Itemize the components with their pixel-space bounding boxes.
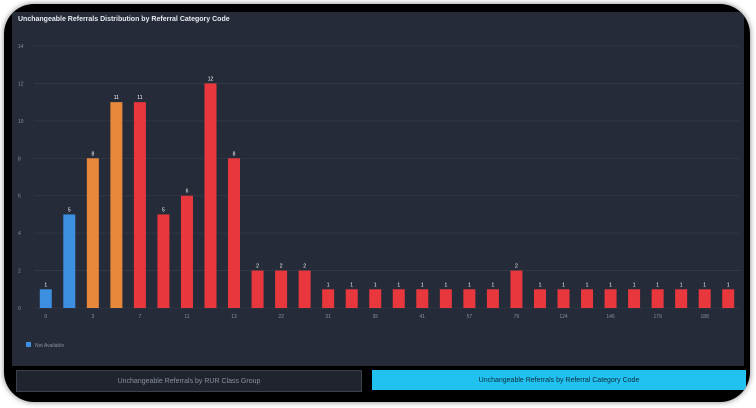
tab-bar: Unchangeable Referrals by RUR Class Grou… (4, 370, 750, 392)
bar (392, 289, 405, 308)
bar (180, 195, 193, 308)
data-label: 1 (468, 282, 471, 288)
data-label: 6 (186, 189, 189, 195)
data-label: 2 (256, 264, 259, 270)
data-label: 1 (374, 282, 377, 288)
x-tick-label: 57 (467, 314, 473, 320)
data-label: 1 (609, 282, 612, 288)
bar (39, 289, 52, 308)
x-tick-label: 188 (701, 314, 710, 320)
data-label: 8 (233, 151, 236, 157)
bar (439, 289, 452, 308)
y-tick-label: 8 (18, 156, 21, 162)
y-tick-label: 6 (18, 194, 21, 200)
data-label: 1 (421, 282, 424, 288)
data-label: 1 (680, 282, 683, 288)
x-tick-label: 124 (559, 314, 568, 320)
bar (298, 270, 311, 308)
data-label: 8 (91, 151, 94, 157)
data-label: 1 (586, 282, 589, 288)
x-tick-label: 31 (325, 314, 331, 320)
x-tick-label: 13 (231, 314, 237, 320)
bar (369, 289, 382, 308)
bar (675, 289, 688, 308)
bar (510, 270, 523, 308)
data-label: 5 (68, 207, 71, 213)
tab-rur-class-group[interactable]: Unchangeable Referrals by RUR Class Grou… (16, 370, 362, 392)
chart-panel: Unchangeable Referrals Distribution by R… (12, 12, 744, 366)
bar (628, 289, 641, 308)
x-tick-label: 7 (139, 314, 142, 320)
data-label: 1 (703, 282, 706, 288)
bar (110, 102, 123, 309)
data-label: 1 (350, 282, 353, 288)
bar (345, 289, 358, 308)
x-tick-label: 11 (184, 314, 189, 320)
data-label: 1 (492, 282, 495, 288)
bar (581, 289, 594, 308)
chart-title: Unchangeable Referrals Distribution by R… (18, 16, 230, 23)
data-label: 12 (208, 76, 214, 82)
data-label: 1 (656, 282, 659, 288)
legend-swatch (26, 342, 31, 347)
data-label: 1 (44, 282, 47, 288)
y-tick-label: 14 (18, 44, 24, 50)
y-tick-label: 4 (18, 231, 21, 237)
data-label: 1 (562, 282, 565, 288)
data-label: 1 (539, 282, 542, 288)
bar (557, 289, 570, 308)
data-label: 2 (280, 264, 283, 270)
x-tick-label: 3 (91, 314, 94, 320)
bar (486, 289, 499, 308)
data-label: 1 (327, 282, 330, 288)
bar (86, 158, 99, 308)
data-label: 2 (303, 264, 306, 270)
x-tick-label: 35 (372, 314, 378, 320)
y-tick-label: 2 (18, 269, 21, 275)
x-tick-label: 179 (653, 314, 662, 320)
data-label: 1 (444, 282, 447, 288)
bar (651, 289, 664, 308)
bar (463, 289, 476, 308)
bar (157, 214, 170, 308)
legend-label: Not Available (35, 343, 64, 349)
data-label: 11 (137, 95, 142, 101)
x-tick-label: 79 (514, 314, 520, 320)
y-tick-label: 0 (18, 306, 21, 312)
bar (533, 289, 546, 308)
x-tick-label: 146 (606, 314, 615, 320)
data-label: 2 (515, 264, 518, 270)
data-label: 5 (162, 207, 165, 213)
bar (63, 214, 76, 308)
bar (322, 289, 335, 308)
data-label: 1 (633, 282, 636, 288)
bar (722, 289, 735, 308)
x-tick-label: 0 (44, 314, 47, 320)
bar (604, 289, 617, 308)
data-label: 1 (727, 282, 730, 288)
bar (133, 102, 146, 309)
window-frame: Unchangeable Referrals Distribution by R… (4, 4, 750, 402)
bar (698, 289, 711, 308)
data-label: 1 (397, 282, 400, 288)
bar (204, 83, 217, 308)
y-tick-label: 12 (18, 81, 24, 87)
x-tick-label: 22 (278, 314, 284, 320)
tab-referral-category-code[interactable]: Unchangeable Referrals by Referral Categ… (372, 370, 746, 390)
bar (251, 270, 264, 308)
bar (416, 289, 429, 308)
bar (275, 270, 288, 308)
data-label: 11 (114, 95, 119, 101)
x-tick-label: 41 (420, 314, 426, 320)
y-tick-label: 10 (18, 119, 24, 125)
bar (228, 158, 241, 308)
